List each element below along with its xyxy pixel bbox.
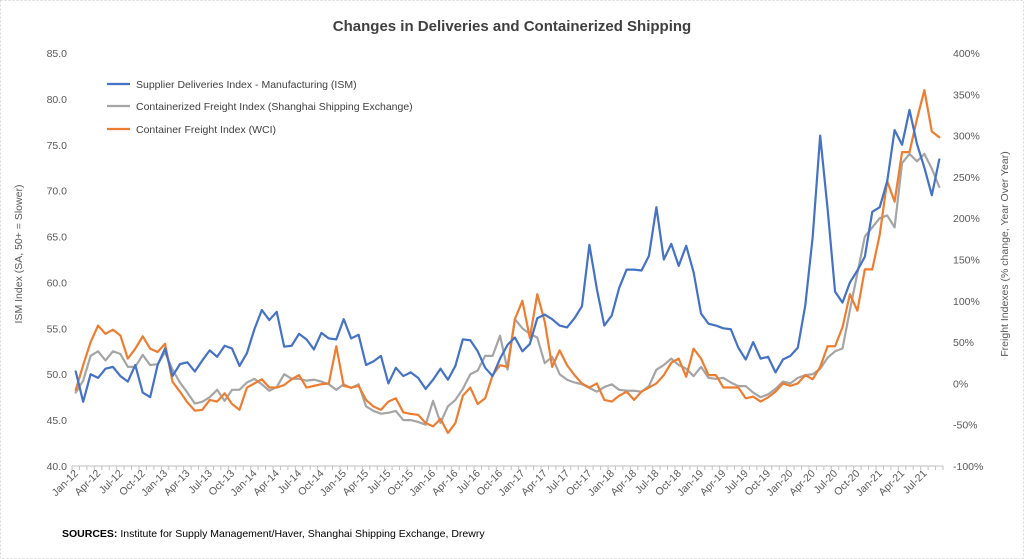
legend: Supplier Deliveries Index - Manufacturin… bbox=[107, 79, 413, 136]
right-axis-title: Freight Indexes (% change, Year Over Yea… bbox=[999, 151, 1011, 356]
right-tick-label: 350% bbox=[953, 89, 980, 101]
legend-label-wci: Container Freight Index (WCI) bbox=[136, 124, 276, 136]
left-tick-label: 80.0 bbox=[47, 94, 68, 106]
left-axis-ticks: 40.0 45.0 50.0 55.0 60.0 65.0 70.0 75.0 80.0 85.0 bbox=[47, 48, 68, 473]
right-tick-label: 50% bbox=[953, 337, 974, 349]
right-tick-label: 0% bbox=[953, 378, 968, 390]
left-tick-label: 70.0 bbox=[47, 186, 68, 198]
left-tick-label: 60.0 bbox=[47, 277, 68, 289]
sources-label: SOURCES: bbox=[62, 528, 117, 540]
x-tick-label: Apr-14 bbox=[251, 468, 282, 499]
left-tick-label: 75.0 bbox=[47, 140, 68, 152]
series-line-wci bbox=[74, 89, 941, 435]
series-line-ism bbox=[74, 108, 941, 403]
left-tick-label: 40.0 bbox=[47, 461, 68, 473]
legend-label-ism: Supplier Deliveries Index - Manufacturin… bbox=[136, 79, 357, 91]
x-tick-label: Apr-12 bbox=[72, 468, 103, 499]
x-axis: Jan-12Apr-12Jul-12Oct-12Jan-13Apr-13Jul-… bbox=[50, 465, 944, 499]
x-tick-label: Apr-18 bbox=[608, 468, 639, 499]
x-tick-label: Apr-21 bbox=[876, 468, 907, 499]
sources-note: SOURCES: Institute for Supply Management… bbox=[62, 528, 485, 540]
series-line-scfi bbox=[74, 152, 941, 426]
right-axis-ticks: -100% -50% 0% 50% 100% 150% 200% 250% 300% 350% 40… bbox=[953, 48, 983, 473]
left-tick-label: 45.0 bbox=[47, 415, 68, 427]
right-tick-label: -100% bbox=[953, 461, 983, 473]
x-tick-label: Apr-20 bbox=[787, 468, 818, 499]
right-tick-label: -50% bbox=[953, 420, 978, 432]
series-lines bbox=[74, 89, 941, 435]
left-tick-label: 65.0 bbox=[47, 232, 68, 244]
left-axis-title: ISM Index (SA, 50+ = Slower) bbox=[13, 185, 25, 324]
left-tick-label: 50.0 bbox=[47, 369, 68, 381]
right-tick-label: 150% bbox=[953, 255, 980, 267]
right-tick-label: 300% bbox=[953, 131, 980, 143]
x-tick-label: Apr-17 bbox=[519, 468, 550, 499]
right-tick-label: 100% bbox=[953, 296, 980, 308]
left-tick-label: 85.0 bbox=[47, 48, 68, 60]
right-tick-label: 400% bbox=[953, 48, 980, 60]
x-tick-label: Apr-13 bbox=[162, 468, 193, 499]
x-tick-label: Apr-19 bbox=[698, 468, 729, 499]
sources-text: Institute for Supply Management/Haver, S… bbox=[117, 528, 485, 540]
left-tick-label: 55.0 bbox=[47, 323, 68, 335]
x-tick-label: Apr-16 bbox=[430, 468, 461, 499]
right-tick-label: 200% bbox=[953, 213, 980, 225]
x-tick-label: Jul-21 bbox=[901, 468, 930, 497]
x-tick-label: Apr-15 bbox=[340, 468, 371, 499]
right-tick-label: 250% bbox=[953, 172, 980, 184]
legend-label-scfi: Containerized Freight Index (Shanghai Sh… bbox=[136, 101, 413, 113]
chart-title: Changes in Deliveries and Containerized … bbox=[333, 18, 691, 35]
